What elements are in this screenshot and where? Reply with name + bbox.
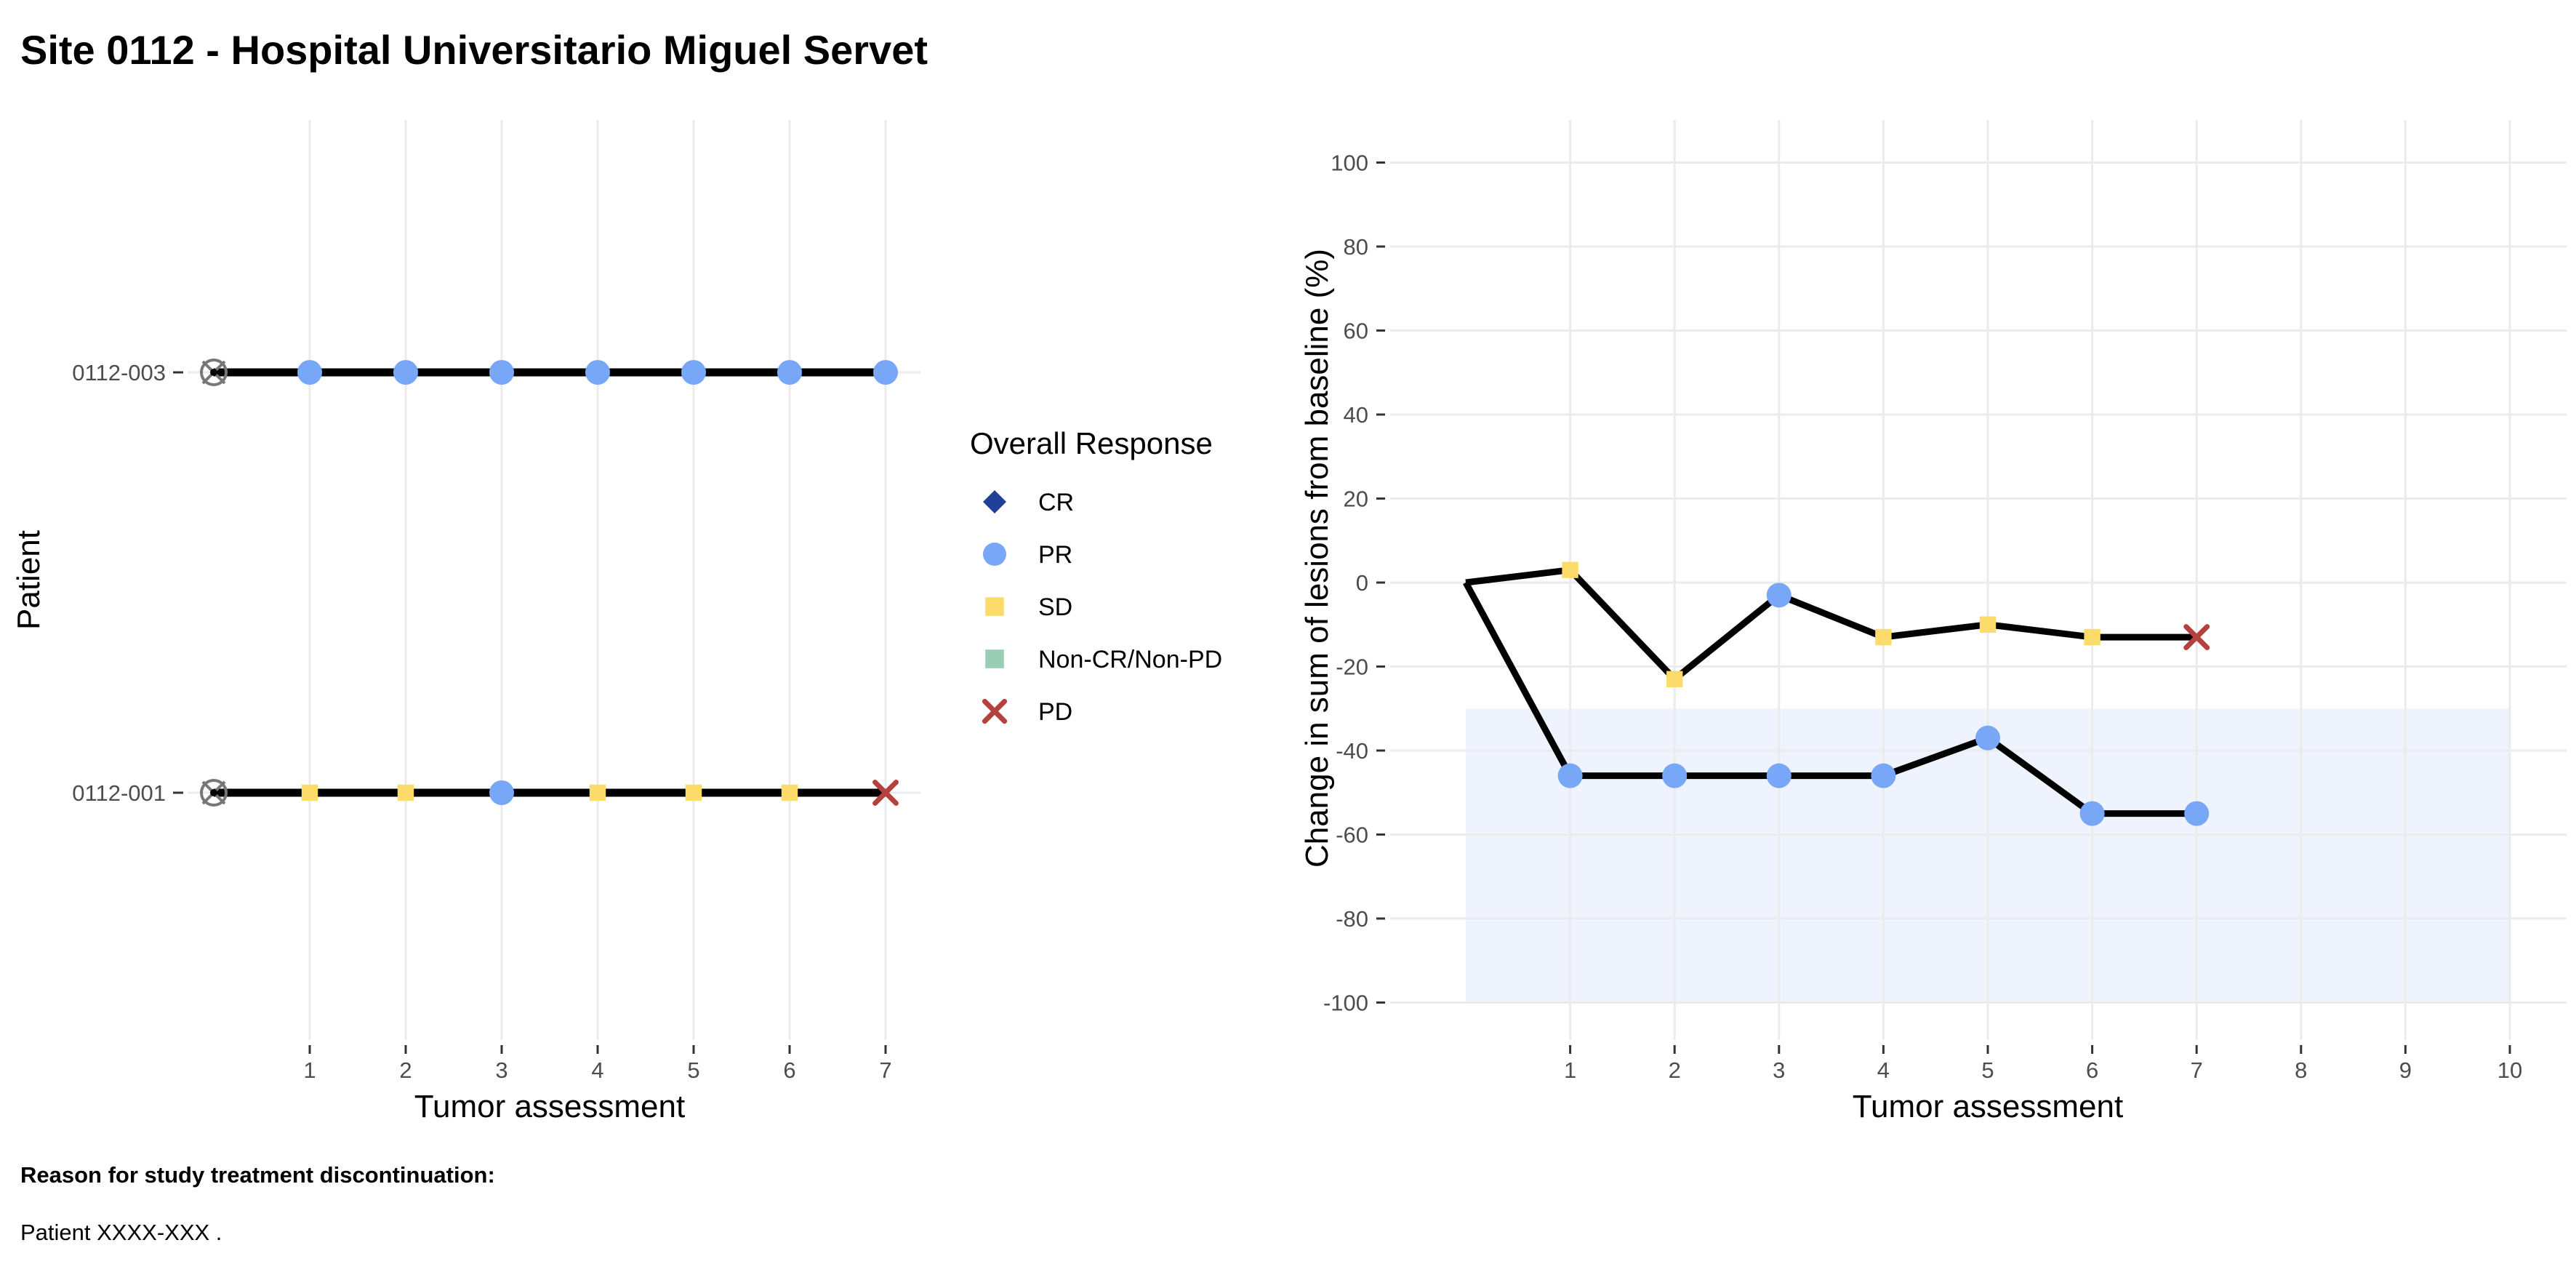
spider-x-tick-label: 8 [2295,1057,2307,1083]
spider-x-tick-label: 7 [2191,1057,2203,1083]
baseline-marker [200,779,228,807]
spider-y-tick-label: -60 [1336,823,1368,848]
swimmer-point-sd [301,784,318,801]
swimmer-point-sd [781,784,798,801]
legend-label: SD [1038,593,1072,621]
spider-point-sd [1562,561,1578,578]
swimmer-x-tick-label: 5 [687,1057,699,1083]
spider-point-sd [1979,616,1997,633]
swimmer-point-pr [393,360,418,385]
legend-label: Non-CR/Non-PD [1038,646,1222,673]
swimmer-x-tick-label: 4 [591,1057,603,1083]
spider-point-sd [1875,628,1892,646]
swimmer-point-pr [681,360,706,385]
legend-key-pr [983,543,1006,566]
spider-point-pr [1557,763,1583,788]
spider-x-tick-label: 3 [1773,1057,1785,1083]
spider-y-tick-label: 0 [1356,570,1368,596]
swimmer-point-sd [589,784,606,801]
swimmer-x-tick-label: 3 [495,1057,507,1083]
spider-y-tick-label: 100 [1331,151,1368,176]
spider-point-sd [2084,628,2100,646]
swimmer-point-sd [397,784,414,801]
spider-y-tick-label: 40 [1344,402,1368,428]
baseline-marker-ring [200,359,228,386]
baseline-marker [200,359,228,386]
legend-key-pd-stroke-b [982,698,1008,724]
spider-point-pr [1662,763,1688,788]
legend-key-cr [983,490,1006,513]
spider-point-pr [1871,763,1896,788]
baseline-marker-ring [200,779,228,807]
spider-point-pr [2184,801,2210,826]
spider-x-tick-label: 6 [2086,1057,2098,1083]
swimmer-point-pr [489,360,514,385]
legend-label: PD [1038,698,1072,726]
legend-key-sd [985,597,1004,616]
spider-y-tick-label: 20 [1344,487,1368,512]
swimmer-point-pr [777,360,802,385]
spider-y-tick-label: -40 [1336,738,1368,764]
baseline-marker-dot [210,369,217,376]
spider-y-tick-label: -100 [1323,991,1368,1016]
spider-x-tick-label: 4 [1877,1057,1890,1083]
spider-point-sd [1666,671,1683,688]
baseline-marker-dot [210,789,217,796]
swimmer-x-tick-label: 1 [303,1057,316,1083]
spider-x-tick-label: 5 [1981,1057,1994,1083]
swimmer-point-pr [489,780,514,805]
spider-plot: 1 2 3 4 5 6 7 8 9 10 100 80 60 40 20 0 -20 -40 -60 -80 -100 T… [1299,120,2567,1124]
swimmer-x-axis-title: Tumor assessment [414,1089,685,1124]
page-title: Site 0112 - Hospital Universitario Migue… [20,27,928,73]
swimmer-y-tick-label: 0112-003 [72,360,166,385]
swimmer-plot: 1 2 3 4 5 6 7 0112-003 0112-001 Tumor assessment P… [11,120,920,1124]
spider-point-pr [2079,801,2105,826]
spider-y-tick-label: 80 [1344,234,1368,260]
spider-y-tick-label: -20 [1336,655,1368,680]
swimmer-point-pr [585,360,610,385]
swimmer-point-pd-stroke-b [872,780,899,806]
spider-series-line [1465,567,2197,683]
swimmer-x-tick-label: 6 [783,1057,795,1083]
legend-title: Overall Response [970,426,1213,460]
swimmer-point-sd [685,784,702,801]
footer-text: Patient XXXX-XXX . [20,1220,222,1245]
swimmer-point-pr [873,360,898,385]
spider-x-axis-title: Tumor assessment [1853,1089,2123,1124]
spider-point-pd [2183,624,2210,651]
swimmer-x-tick-label: 7 [879,1057,891,1083]
legend-key-pd [982,698,1008,724]
spider-x-tick-label: 2 [1669,1057,1681,1083]
spider-y-tick-label: 60 [1344,319,1368,344]
swimmer-x-tick-label: 2 [399,1057,412,1083]
legend-key-noncrnonpd [985,649,1004,668]
spider-x-tick-label: 10 [2497,1057,2522,1083]
spider-series-line [1463,580,2197,817]
spider-point-pr [1766,583,1791,608]
spider-point-pr [1766,763,1791,788]
legend-label: CR [1038,489,1074,516]
swimmer-point-pd [872,780,899,806]
spider-point-pd-stroke-b [2183,624,2210,651]
spider-point-pr [1975,725,2000,751]
swimmer-point-pr [297,360,322,385]
legend-label: PR [1038,541,1072,569]
legend: Overall Response CR PR SD Non-CR/Non-PD PD [970,426,1222,726]
swimmer-y-tick-label: 0112-001 [72,780,166,806]
spider-y-axis-title: Change in sum of lesions from baseline (… [1299,249,1335,868]
swimmer-y-axis-title: Patient [11,530,47,630]
spider-y-tick-label: -80 [1336,906,1368,932]
footer-heading: Reason for study treatment discontinuati… [20,1162,495,1188]
spider-x-tick-label: 9 [2399,1057,2412,1083]
spider-x-tick-label: 1 [1564,1057,1576,1083]
